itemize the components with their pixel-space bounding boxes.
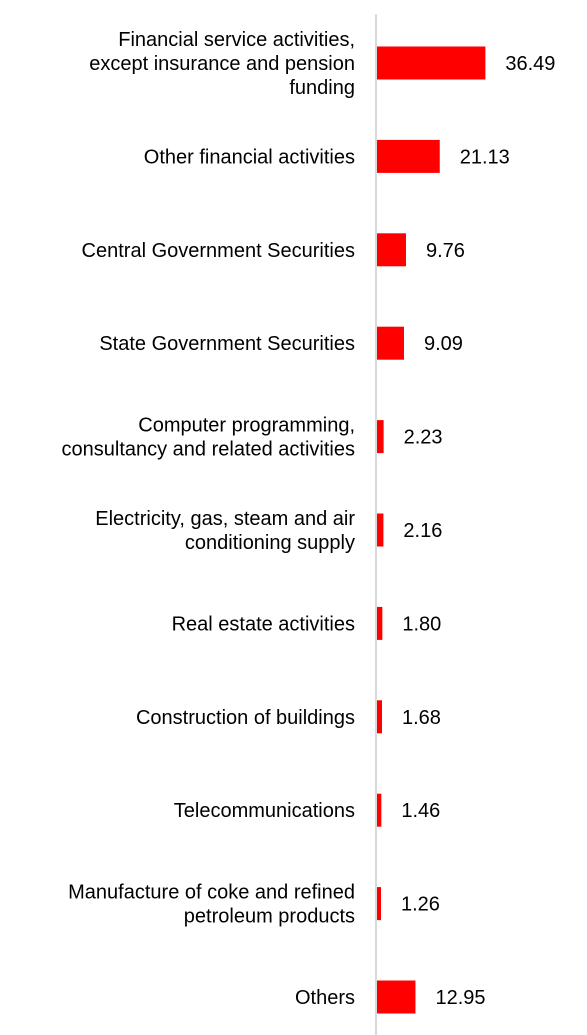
- data-label: 1.68: [402, 707, 441, 729]
- data-label: 1.26: [401, 894, 440, 916]
- data-label: 2.16: [403, 520, 442, 542]
- category-label: Manufacture of coke and refined: [68, 882, 355, 904]
- data-label: 21.13: [460, 146, 510, 168]
- category-label: petroleum products: [184, 906, 355, 928]
- bar: [377, 700, 382, 734]
- bar: [377, 46, 486, 80]
- data-label: 1.80: [402, 613, 441, 635]
- category-label: Electricity, gas, steam and air: [95, 508, 355, 530]
- data-label: 9.09: [424, 333, 463, 355]
- bar: [377, 513, 384, 547]
- category-label: Financial service activities,: [118, 29, 355, 51]
- data-label: 12.95: [435, 987, 485, 1009]
- bar: [377, 233, 406, 267]
- data-label: 36.49: [505, 53, 555, 75]
- bar: [377, 887, 381, 921]
- category-label: conditioning supply: [185, 532, 355, 554]
- category-label: funding: [289, 77, 355, 99]
- data-label: 9.76: [426, 240, 465, 262]
- category-label: Other financial activities: [144, 146, 355, 168]
- bar: [377, 606, 383, 640]
- bar: [377, 326, 404, 360]
- data-label: 2.23: [404, 427, 443, 449]
- category-label: Real estate activities: [172, 613, 355, 635]
- category-label: Others: [295, 987, 355, 1009]
- data-label: 1.46: [401, 800, 440, 822]
- bar: [377, 139, 440, 173]
- category-label: Construction of buildings: [136, 707, 355, 729]
- bar: [377, 420, 384, 454]
- category-label: except insurance and pension: [89, 53, 355, 75]
- bar: [377, 980, 416, 1014]
- bar: [377, 793, 382, 827]
- category-label: Computer programming,: [138, 415, 355, 437]
- category-label: State Government Securities: [99, 333, 355, 355]
- category-label: consultancy and related activities: [62, 439, 356, 461]
- category-label: Central Government Securities: [82, 240, 355, 262]
- category-label: Telecommunications: [174, 800, 355, 822]
